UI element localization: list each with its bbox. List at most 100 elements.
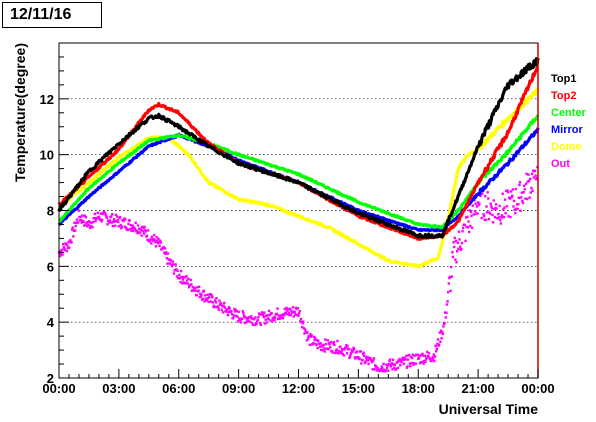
out-point: [522, 191, 525, 194]
out-point: [509, 190, 513, 193]
out-point: [396, 366, 400, 370]
out-point: [287, 311, 291, 314]
y-tick-label: 8: [47, 204, 54, 219]
out-point: [521, 199, 524, 203]
axis-layer: 00:00 03:00 06:00 09:00 12:00 15:00 18:00 21:00…: [40, 56, 555, 396]
out-point: [409, 364, 412, 368]
out-point: [458, 245, 462, 249]
y-tick-label: 12: [40, 92, 54, 107]
out-point: [423, 354, 427, 358]
out-point: [303, 332, 306, 335]
out-point: [120, 226, 123, 230]
x-tick-label: 12:00: [282, 381, 315, 396]
out-point: [318, 345, 322, 348]
out-point: [361, 353, 365, 356]
out-point: [79, 215, 82, 219]
out-point: [464, 239, 467, 243]
out-point: [232, 316, 235, 320]
out-point: [534, 174, 537, 177]
out-point: [111, 224, 115, 228]
out-point: [234, 308, 237, 311]
out-point: [151, 239, 155, 242]
out-point: [157, 240, 161, 244]
out-point: [498, 204, 501, 208]
out-point: [155, 239, 159, 242]
out-point: [329, 340, 333, 344]
out-point: [79, 218, 83, 222]
out-point: [348, 355, 352, 358]
x-tick-label: 09:00: [222, 381, 255, 396]
out-point: [445, 303, 449, 306]
out-point: [175, 275, 179, 278]
out-point: [217, 306, 220, 309]
out-point: [427, 352, 431, 355]
out-point: [227, 311, 230, 314]
legend-item-mirror: Mirror: [551, 124, 584, 136]
out-point: [294, 313, 297, 316]
out-point: [232, 314, 236, 317]
out-point: [527, 179, 531, 183]
out-point: [178, 276, 182, 280]
out-point: [87, 223, 90, 227]
out-point: [73, 221, 76, 224]
out-point: [323, 347, 326, 350]
out-point: [467, 230, 471, 234]
out-point: [380, 365, 383, 368]
out-point: [282, 314, 286, 317]
out-point: [223, 301, 226, 305]
legend-item-center: Center: [551, 107, 587, 119]
out-point: [480, 216, 483, 220]
out-point: [438, 331, 442, 334]
out-point: [445, 311, 448, 315]
out-point: [387, 369, 390, 372]
out-point: [447, 282, 450, 285]
out-point: [259, 323, 262, 327]
out-point: [75, 218, 79, 221]
out-point: [109, 215, 113, 218]
out-point: [372, 357, 376, 360]
out-point: [363, 361, 367, 365]
out-point: [491, 213, 494, 217]
out-point: [461, 226, 465, 230]
out-point: [237, 310, 240, 314]
out-point: [511, 188, 515, 191]
out-point: [432, 357, 435, 360]
out-point: [331, 351, 334, 354]
x-tick-label: 00:00: [521, 381, 554, 396]
out-point: [359, 350, 362, 353]
out-point: [358, 357, 361, 360]
out-point: [185, 279, 189, 282]
out-point: [114, 224, 117, 227]
out-point: [100, 218, 104, 221]
out-point: [391, 358, 395, 361]
out-point: [508, 197, 512, 200]
out-point: [412, 363, 415, 366]
out-point: [317, 339, 320, 342]
out-point: [499, 222, 503, 225]
out-point: [362, 351, 365, 354]
out-point: [388, 358, 392, 361]
out-point: [398, 357, 401, 361]
out-point: [324, 342, 328, 346]
out-point: [94, 219, 97, 223]
out-point: [432, 353, 436, 356]
out-point: [514, 211, 517, 215]
out-point: [529, 191, 533, 194]
out-point: [355, 350, 359, 353]
out-point: [268, 313, 271, 317]
legend-item-top2: Top2: [551, 90, 576, 102]
out-point: [236, 320, 240, 323]
out-point: [185, 275, 188, 278]
out-point: [469, 210, 473, 214]
out-point: [93, 216, 96, 220]
out-point: [531, 189, 534, 192]
out-point: [166, 252, 170, 255]
out-point: [334, 351, 337, 355]
out-point: [245, 320, 248, 324]
out-point: [332, 340, 336, 344]
out-point: [127, 222, 130, 226]
out-point: [256, 318, 259, 322]
out-point: [439, 340, 442, 343]
out-point: [267, 309, 271, 313]
out-point: [528, 196, 531, 199]
